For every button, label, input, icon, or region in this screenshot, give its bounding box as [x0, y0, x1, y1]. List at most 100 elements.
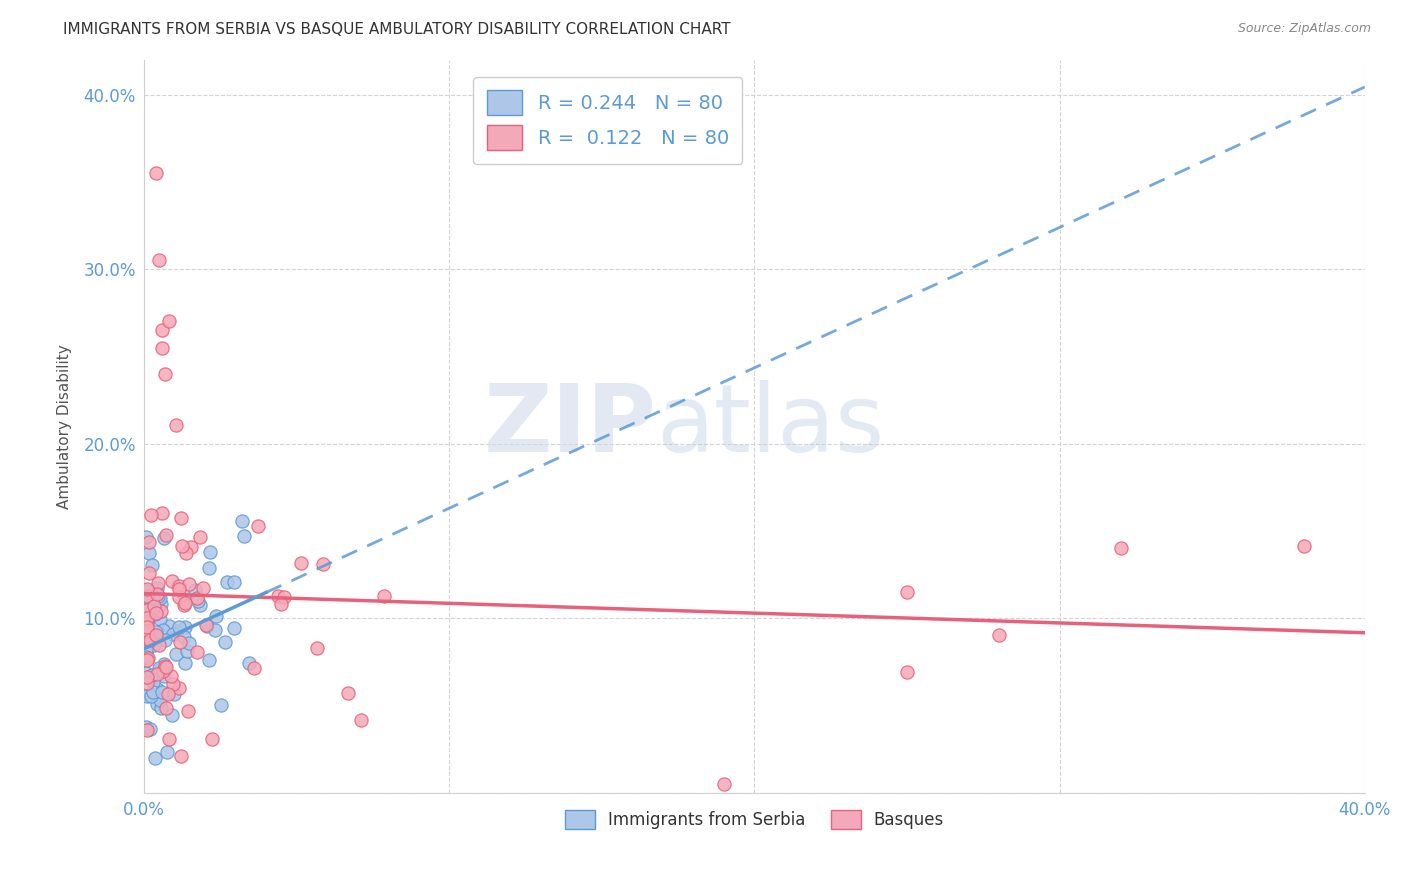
Point: [136, 603, 159, 617]
Point: [136, 652, 159, 666]
Point: [336, 686, 359, 700]
Point: [173, 656, 195, 670]
Point: [247, 519, 270, 533]
Point: [149, 604, 172, 618]
Point: [167, 582, 190, 596]
Point: [138, 605, 160, 619]
Point: [153, 657, 176, 671]
Point: [155, 367, 177, 381]
Point: [188, 530, 211, 544]
Point: [135, 617, 157, 632]
Point: [188, 598, 211, 612]
Point: [135, 650, 157, 665]
Point: [232, 529, 254, 543]
Point: [165, 417, 187, 432]
Point: [145, 624, 167, 639]
Point: [148, 576, 170, 591]
Point: [170, 539, 193, 553]
Point: [139, 508, 162, 523]
Point: [174, 596, 197, 610]
Point: [198, 653, 221, 667]
Point: [153, 633, 176, 648]
Point: [157, 618, 180, 632]
Point: [135, 666, 157, 681]
Point: [138, 671, 160, 685]
Point: [214, 635, 236, 649]
Point: [143, 607, 166, 621]
Point: [152, 531, 174, 545]
Text: atlas: atlas: [657, 380, 884, 472]
Point: [987, 628, 1010, 642]
Point: [152, 664, 174, 678]
Point: [305, 640, 328, 655]
Point: [204, 623, 226, 637]
Point: [136, 620, 159, 634]
Point: [135, 590, 157, 604]
Point: [160, 708, 183, 723]
Point: [1109, 541, 1132, 555]
Point: [165, 647, 187, 661]
Point: [174, 546, 197, 560]
Point: [148, 661, 170, 675]
Point: [183, 582, 205, 597]
Point: [138, 651, 160, 665]
Point: [160, 669, 183, 683]
Point: [162, 574, 184, 588]
Point: [209, 698, 232, 712]
Point: [141, 632, 163, 646]
Point: [167, 620, 190, 634]
Point: [135, 600, 157, 615]
Point: [170, 749, 193, 764]
Point: [146, 698, 169, 712]
Point: [136, 632, 159, 646]
Point: [136, 723, 159, 737]
Point: [204, 609, 226, 624]
Point: [195, 618, 218, 632]
Point: [146, 682, 169, 697]
Point: [136, 670, 159, 684]
Point: [152, 341, 174, 355]
Point: [150, 701, 173, 715]
Point: [198, 561, 221, 575]
Point: [135, 689, 157, 703]
Point: [238, 656, 260, 670]
Point: [270, 597, 292, 611]
Point: [186, 591, 208, 606]
Point: [273, 590, 295, 604]
Point: [186, 645, 208, 659]
Point: [155, 659, 177, 673]
Point: [155, 701, 177, 715]
Point: [169, 681, 191, 695]
Point: [136, 676, 159, 690]
Point: [155, 660, 177, 674]
Point: [180, 540, 202, 554]
Point: [350, 713, 373, 727]
Point: [195, 619, 218, 633]
Point: [217, 575, 239, 590]
Point: [191, 581, 214, 595]
Point: [135, 632, 157, 647]
Point: [145, 166, 167, 180]
Point: [155, 527, 177, 541]
Point: [135, 597, 157, 611]
Text: IMMIGRANTS FROM SERBIA VS BASQUE AMBULATORY DISABILITY CORRELATION CHART: IMMIGRANTS FROM SERBIA VS BASQUE AMBULAT…: [63, 22, 731, 37]
Point: [142, 684, 165, 698]
Point: [177, 577, 200, 591]
Point: [141, 667, 163, 681]
Point: [201, 731, 224, 746]
Point: [136, 615, 159, 629]
Point: [148, 612, 170, 626]
Point: [243, 661, 266, 675]
Point: [141, 603, 163, 617]
Point: [148, 638, 170, 652]
Point: [135, 647, 157, 661]
Point: [136, 584, 159, 599]
Point: [170, 510, 193, 524]
Point: [146, 581, 169, 595]
Point: [138, 566, 160, 580]
Point: [145, 606, 167, 620]
Point: [152, 323, 174, 337]
Point: [136, 589, 159, 603]
Point: [138, 546, 160, 560]
Point: [157, 731, 180, 746]
